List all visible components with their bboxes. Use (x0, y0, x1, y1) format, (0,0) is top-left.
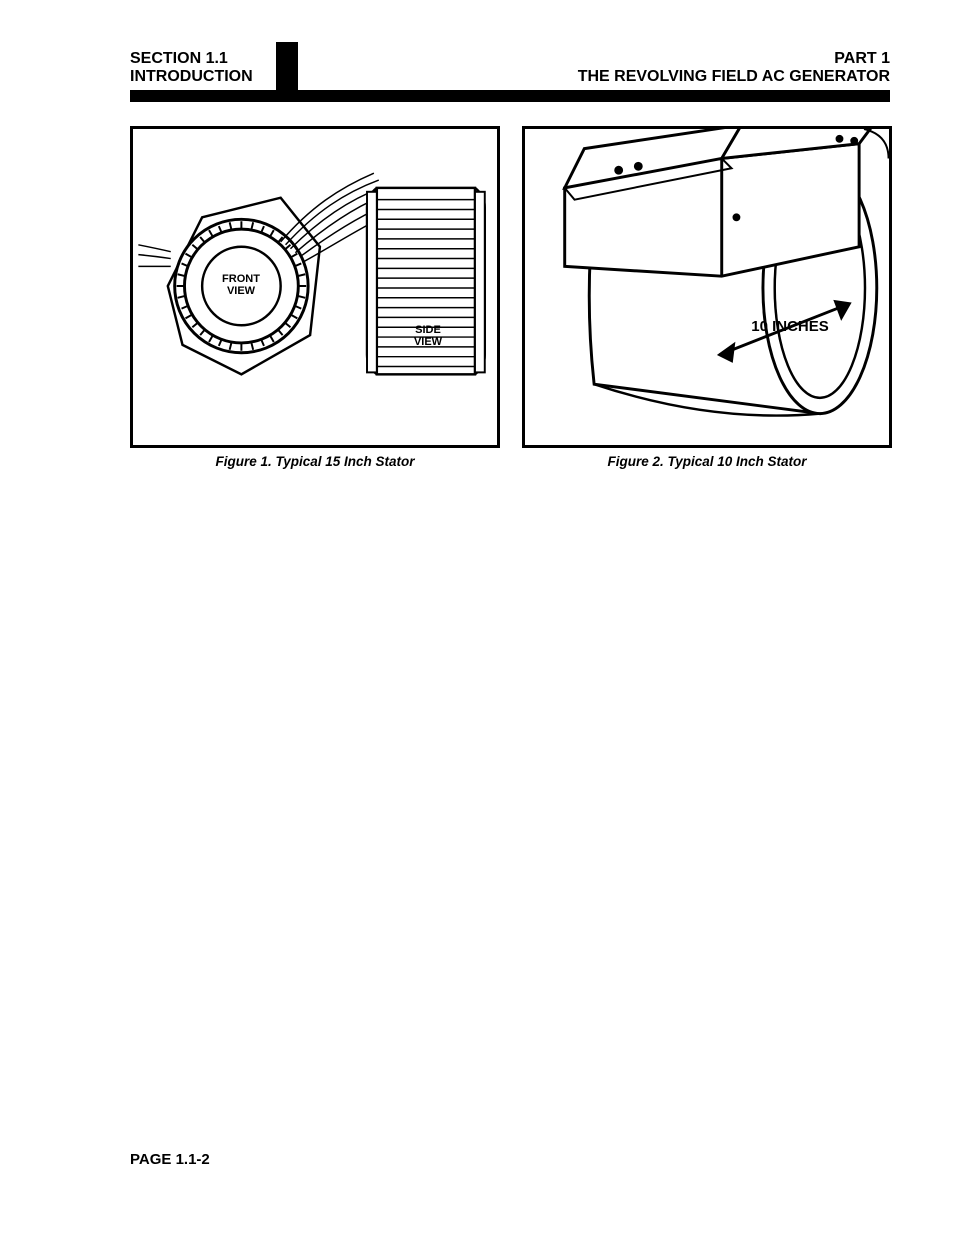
header-left: SECTION 1.1 INTRODUCTION (130, 50, 253, 87)
figure-1-front-line1: FRONT (222, 273, 260, 285)
figure-2-diagram (525, 129, 889, 445)
header-right: PART 1 THE REVOLVING FIELD AC GENERATOR (578, 50, 890, 87)
figure-1-side-line2: VIEW (414, 336, 442, 348)
header-tab-block (276, 42, 298, 92)
page-header: SECTION 1.1 INTRODUCTION PART 1 THE REVO… (130, 52, 890, 100)
figure-2-dimension-label: 10 INCHES (745, 319, 835, 335)
figure-1: FRONT VIEW SIDE VIEW Figure 1. Typical 1… (130, 126, 500, 469)
page: SECTION 1.1 INTRODUCTION PART 1 THE REVO… (0, 0, 954, 1234)
figures-row: FRONT VIEW SIDE VIEW Figure 1. Typical 1… (130, 126, 890, 469)
figure-1-side-line1: SIDE (415, 324, 441, 336)
section-label-line1: SECTION 1.1 (130, 50, 253, 68)
figure-2-box: 10 INCHES (522, 126, 892, 448)
figure-1-side-view-label: SIDE VIEW (408, 325, 448, 348)
header-rule (130, 90, 890, 102)
figure-1-caption: Figure 1. Typical 15 Inch Stator (215, 454, 414, 469)
figure-1-front-line2: VIEW (227, 285, 255, 297)
part-label-line1: PART 1 (578, 50, 890, 68)
figure-1-box: FRONT VIEW SIDE VIEW (130, 126, 500, 448)
page-number: PAGE 1.1-2 (130, 1151, 210, 1168)
figure-2-caption: Figure 2. Typical 10 Inch Stator (607, 454, 806, 469)
part-label-line2: THE REVOLVING FIELD AC GENERATOR (578, 68, 890, 86)
figure-2: 10 INCHES Figure 2. Typical 10 Inch Stat… (522, 126, 892, 469)
section-label-line2: INTRODUCTION (130, 68, 253, 86)
figure-1-front-view-label: FRONT VIEW (215, 274, 267, 297)
figure-1-diagram (133, 129, 497, 445)
